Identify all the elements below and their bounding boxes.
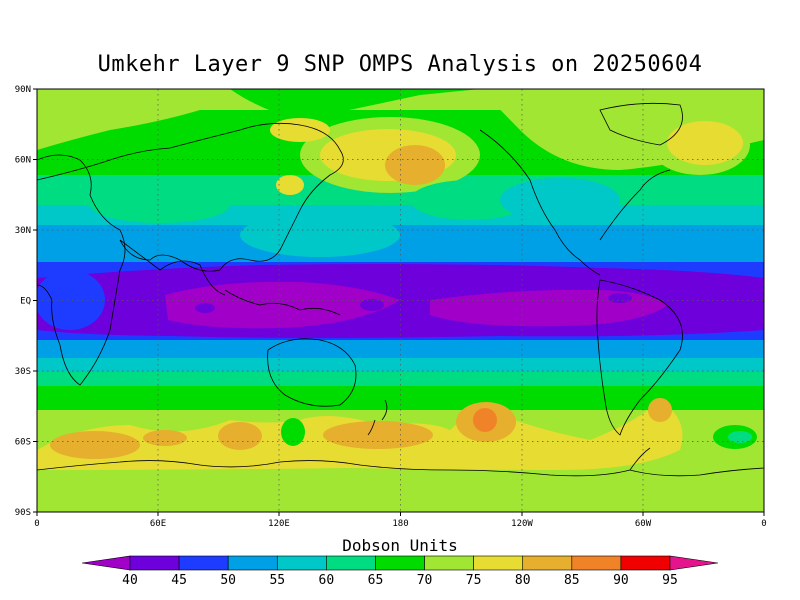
se-asia-islands bbox=[224, 289, 341, 316]
colorbar-tick-label: 45 bbox=[171, 573, 187, 588]
south-85-b bbox=[143, 430, 187, 446]
south-75-bottom bbox=[37, 470, 764, 512]
colorbar-tick-label: 70 bbox=[417, 573, 433, 588]
greenland bbox=[599, 102, 683, 146]
south-65-low-e bbox=[728, 431, 752, 443]
n-america-east bbox=[599, 169, 671, 241]
n-america-coast bbox=[479, 129, 601, 276]
colorbar-swatch bbox=[227, 555, 278, 571]
south-85-f bbox=[648, 398, 672, 422]
xlabel-0: 0 bbox=[34, 519, 39, 529]
ylabel-90s: 90S bbox=[15, 508, 31, 518]
america-60 bbox=[500, 178, 620, 222]
south-85-c bbox=[218, 422, 262, 450]
tropic-40-west bbox=[165, 281, 400, 329]
tropic-45-blob-2 bbox=[360, 299, 384, 311]
australia-coast bbox=[267, 338, 357, 407]
map-title: Umkehr Layer 9 SNP OMPS Analysis on 2025… bbox=[97, 52, 703, 77]
s-america-coast bbox=[596, 279, 683, 436]
colorbar-swatch bbox=[178, 555, 229, 571]
colorbar-swatch bbox=[375, 555, 425, 571]
new-zealand bbox=[367, 399, 388, 436]
arctic-70-gap bbox=[230, 89, 480, 120]
colorbar-over-arrow bbox=[669, 555, 719, 571]
colorbar-swatch bbox=[473, 555, 524, 571]
europe-65 bbox=[90, 187, 230, 223]
colorbar-swatch bbox=[326, 555, 376, 571]
colorbar-tick-label: 90 bbox=[613, 573, 629, 588]
axis-ticks bbox=[33, 88, 765, 516]
ylabel-60n: 60N bbox=[15, 156, 31, 166]
xlabel-60e: 60E bbox=[150, 519, 166, 529]
colorbar-swatch bbox=[424, 555, 474, 571]
colorbar-tick-label: 60 bbox=[319, 573, 335, 588]
y-axis-labels: 90N 60N 30N EQ 30S 60S 90S bbox=[15, 85, 31, 518]
colorbar-tick-label: 85 bbox=[564, 573, 580, 588]
band-65-south bbox=[37, 372, 764, 390]
xlabel-360: 0 bbox=[761, 519, 766, 529]
ylabel-30s: 30S bbox=[15, 367, 31, 377]
antarctica-coast bbox=[37, 460, 764, 477]
ylabel-30n: 30N bbox=[15, 226, 31, 236]
pacific-n-65 bbox=[410, 180, 530, 220]
colorbar-title: Dobson Units bbox=[342, 536, 458, 555]
africa-coast bbox=[37, 154, 126, 386]
south-70-low bbox=[281, 418, 305, 446]
ylabel-60s: 60S bbox=[15, 438, 31, 448]
greenland-80 bbox=[667, 121, 743, 165]
arctic-75-west bbox=[37, 89, 230, 150]
grid-lines bbox=[37, 89, 764, 512]
colorbar-tick-label: 75 bbox=[466, 573, 482, 588]
colorbar-swatch bbox=[129, 555, 180, 571]
colorbar-under-arrow bbox=[81, 555, 131, 571]
south-85-a bbox=[50, 431, 140, 459]
colorbar-tick-label: 95 bbox=[662, 573, 678, 588]
xlabel-120w: 120W bbox=[511, 519, 533, 529]
yellow-small-n bbox=[276, 175, 304, 195]
pacific-n-75 bbox=[270, 118, 330, 142]
x-axis-labels: 0 60E 120E 180 120W 60W 0 bbox=[34, 519, 766, 529]
coastlines bbox=[37, 102, 764, 477]
colorbar-tick-label: 80 bbox=[515, 573, 531, 588]
colorbar-tick-label: 55 bbox=[269, 573, 285, 588]
asia-high-85 bbox=[385, 145, 445, 185]
contour-field bbox=[37, 89, 764, 512]
asia-60 bbox=[240, 213, 400, 257]
xlabel-180: 180 bbox=[392, 519, 408, 529]
tropic-50-west bbox=[37, 270, 105, 330]
ylabel-eq: EQ bbox=[20, 297, 31, 307]
colorbar-tick-label: 65 bbox=[368, 573, 384, 588]
xlabel-120e: 120E bbox=[268, 519, 290, 529]
xlabel-60w: 60W bbox=[635, 519, 652, 529]
south-90-e bbox=[473, 408, 497, 432]
tropic-45-blob-3 bbox=[608, 293, 632, 303]
colorbar-tick-label: 50 bbox=[220, 573, 236, 588]
colorbar-swatch bbox=[571, 555, 622, 571]
ylabel-90n: 90N bbox=[15, 85, 31, 95]
tropic-45-blob-1 bbox=[195, 303, 215, 313]
colorbar-swatch bbox=[620, 555, 671, 571]
colorbar-tick-label: 40 bbox=[122, 573, 138, 588]
colorbar: 40 45 50 55 60 65 70 75 80 85 90 95 bbox=[81, 555, 719, 588]
colorbar-swatch bbox=[522, 555, 573, 571]
south-85-d bbox=[323, 421, 433, 449]
arabia-india bbox=[119, 239, 226, 296]
band-60-south bbox=[37, 358, 764, 376]
colorbar-swatch bbox=[276, 555, 327, 571]
antarctic-peninsula bbox=[629, 447, 651, 471]
eurasia-coast bbox=[37, 122, 344, 272]
